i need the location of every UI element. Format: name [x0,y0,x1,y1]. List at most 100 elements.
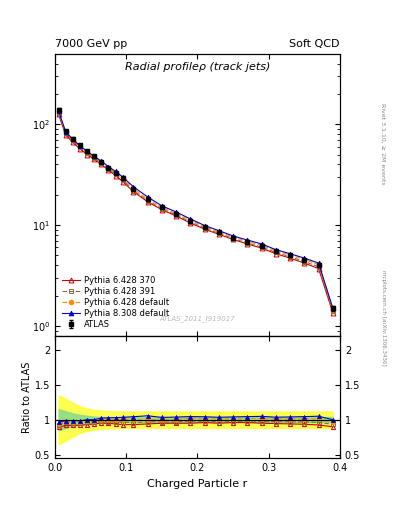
Pythia 8.308 default [113,168,118,175]
Pythia 6.428 370 [99,161,104,167]
Pythia 6.428 391 [274,249,278,255]
Pythia 6.428 default [160,204,164,210]
Pythia 6.428 default [77,143,82,150]
Pythia 6.428 default [145,196,150,202]
Pythia 6.428 370 [288,255,292,261]
Pythia 6.428 370 [331,310,335,316]
Pythia 6.428 default [56,109,61,115]
Pythia 8.308 default [316,260,321,266]
Line: Pythia 8.308 default: Pythia 8.308 default [56,109,335,311]
Pythia 6.428 391 [113,171,118,177]
Pythia 6.428 370 [174,213,178,219]
Pythia 6.428 default [259,242,264,248]
Pythia 8.308 default [63,129,68,135]
Pythia 6.428 370 [274,251,278,257]
Pythia 6.428 370 [202,226,207,232]
Pythia 8.308 default [145,194,150,200]
Pythia 8.308 default [99,158,104,164]
Text: Soft QCD: Soft QCD [290,38,340,49]
Pythia 6.428 391 [316,264,321,270]
Pythia 6.428 370 [145,199,150,205]
Pythia 6.428 391 [120,177,125,183]
Pythia 6.428 370 [106,167,111,173]
Pythia 6.428 default [202,224,207,230]
Pythia 6.428 391 [231,236,235,242]
Pythia 8.308 default [56,108,61,114]
Pythia 8.308 default [160,203,164,209]
Pythia 8.308 default [85,148,90,154]
Pythia 6.428 370 [92,156,97,162]
Pythia 6.428 default [106,165,111,171]
Pythia 6.428 370 [131,188,136,195]
Pythia 8.308 default [274,247,278,253]
Pythia 6.428 default [70,137,75,143]
Pythia 6.428 391 [70,137,75,143]
Pythia 6.428 391 [174,212,178,218]
Pythia 6.428 391 [288,253,292,260]
Pythia 6.428 default [63,130,68,136]
Pythia 6.428 391 [331,308,335,314]
Pythia 6.428 370 [316,266,321,272]
Pythia 8.308 default [288,251,292,257]
Pythia 6.428 370 [160,207,164,213]
Pythia 8.308 default [174,209,178,215]
Pythia 8.308 default [231,233,235,239]
Pythia 6.428 391 [188,219,193,225]
Pythia 6.428 370 [302,260,307,266]
Pythia 6.428 default [188,217,193,223]
Pythia 6.428 default [131,185,136,191]
Pythia 6.428 default [92,154,97,160]
Pythia 8.308 default [106,163,111,169]
Pythia 6.428 370 [120,179,125,185]
Pythia 8.308 default [188,216,193,222]
Line: Pythia 6.428 370: Pythia 6.428 370 [56,112,335,315]
Pythia 8.308 default [70,136,75,142]
Pythia 6.428 370 [85,152,90,158]
Pythia 6.428 default [331,307,335,313]
Pythia 8.308 default [131,184,136,190]
Pythia 6.428 391 [217,230,221,237]
Pythia 6.428 370 [113,173,118,179]
Pythia 8.308 default [245,237,250,243]
Pythia 6.428 391 [202,225,207,231]
Pythia 8.308 default [217,228,221,234]
Line: Pythia 6.428 default: Pythia 6.428 default [56,110,335,312]
Pythia 6.428 default [120,176,125,182]
Pythia 6.428 391 [56,110,61,116]
Pythia 6.428 default [85,149,90,155]
Pythia 6.428 391 [131,187,136,194]
Text: ATLAS_2011_I919017: ATLAS_2011_I919017 [160,315,235,322]
Pythia 6.428 370 [63,132,68,138]
Pythia 6.428 default [113,169,118,176]
Pythia 6.428 default [231,234,235,240]
Pythia 6.428 370 [259,245,264,251]
Pythia 6.428 default [174,210,178,217]
Pythia 8.308 default [202,222,207,228]
Pythia 6.428 391 [302,259,307,265]
Pythia 8.308 default [92,153,97,159]
Pythia 6.428 370 [217,231,221,238]
Pythia 6.428 370 [245,241,250,247]
Pythia 6.428 default [99,159,104,165]
Pythia 6.428 391 [77,144,82,151]
Y-axis label: Ratio to ATLAS: Ratio to ATLAS [22,361,32,433]
Pythia 6.428 370 [188,220,193,226]
Pythia 6.428 default [274,248,278,254]
Pythia 6.428 391 [259,244,264,250]
Legend: Pythia 6.428 370, Pythia 6.428 391, Pythia 6.428 default, Pythia 8.308 default, : Pythia 6.428 370, Pythia 6.428 391, Pyth… [59,273,172,331]
Text: Rivet 3.1.10, ≥ 2M events: Rivet 3.1.10, ≥ 2M events [381,102,386,184]
Pythia 6.428 391 [145,198,150,204]
Pythia 6.428 370 [70,139,75,145]
Pythia 8.308 default [259,241,264,247]
Pythia 6.428 391 [92,155,97,161]
Pythia 8.308 default [331,305,335,311]
Text: 7000 GeV pp: 7000 GeV pp [55,38,127,49]
Pythia 6.428 391 [85,150,90,156]
Pythia 6.428 default [288,252,292,258]
Text: Radial profileρ (track jets): Radial profileρ (track jets) [125,62,270,72]
Pythia 6.428 default [245,238,250,244]
Pythia 6.428 391 [245,240,250,246]
Pythia 8.308 default [77,143,82,149]
Pythia 6.428 391 [99,160,104,166]
Pythia 8.308 default [302,255,307,261]
